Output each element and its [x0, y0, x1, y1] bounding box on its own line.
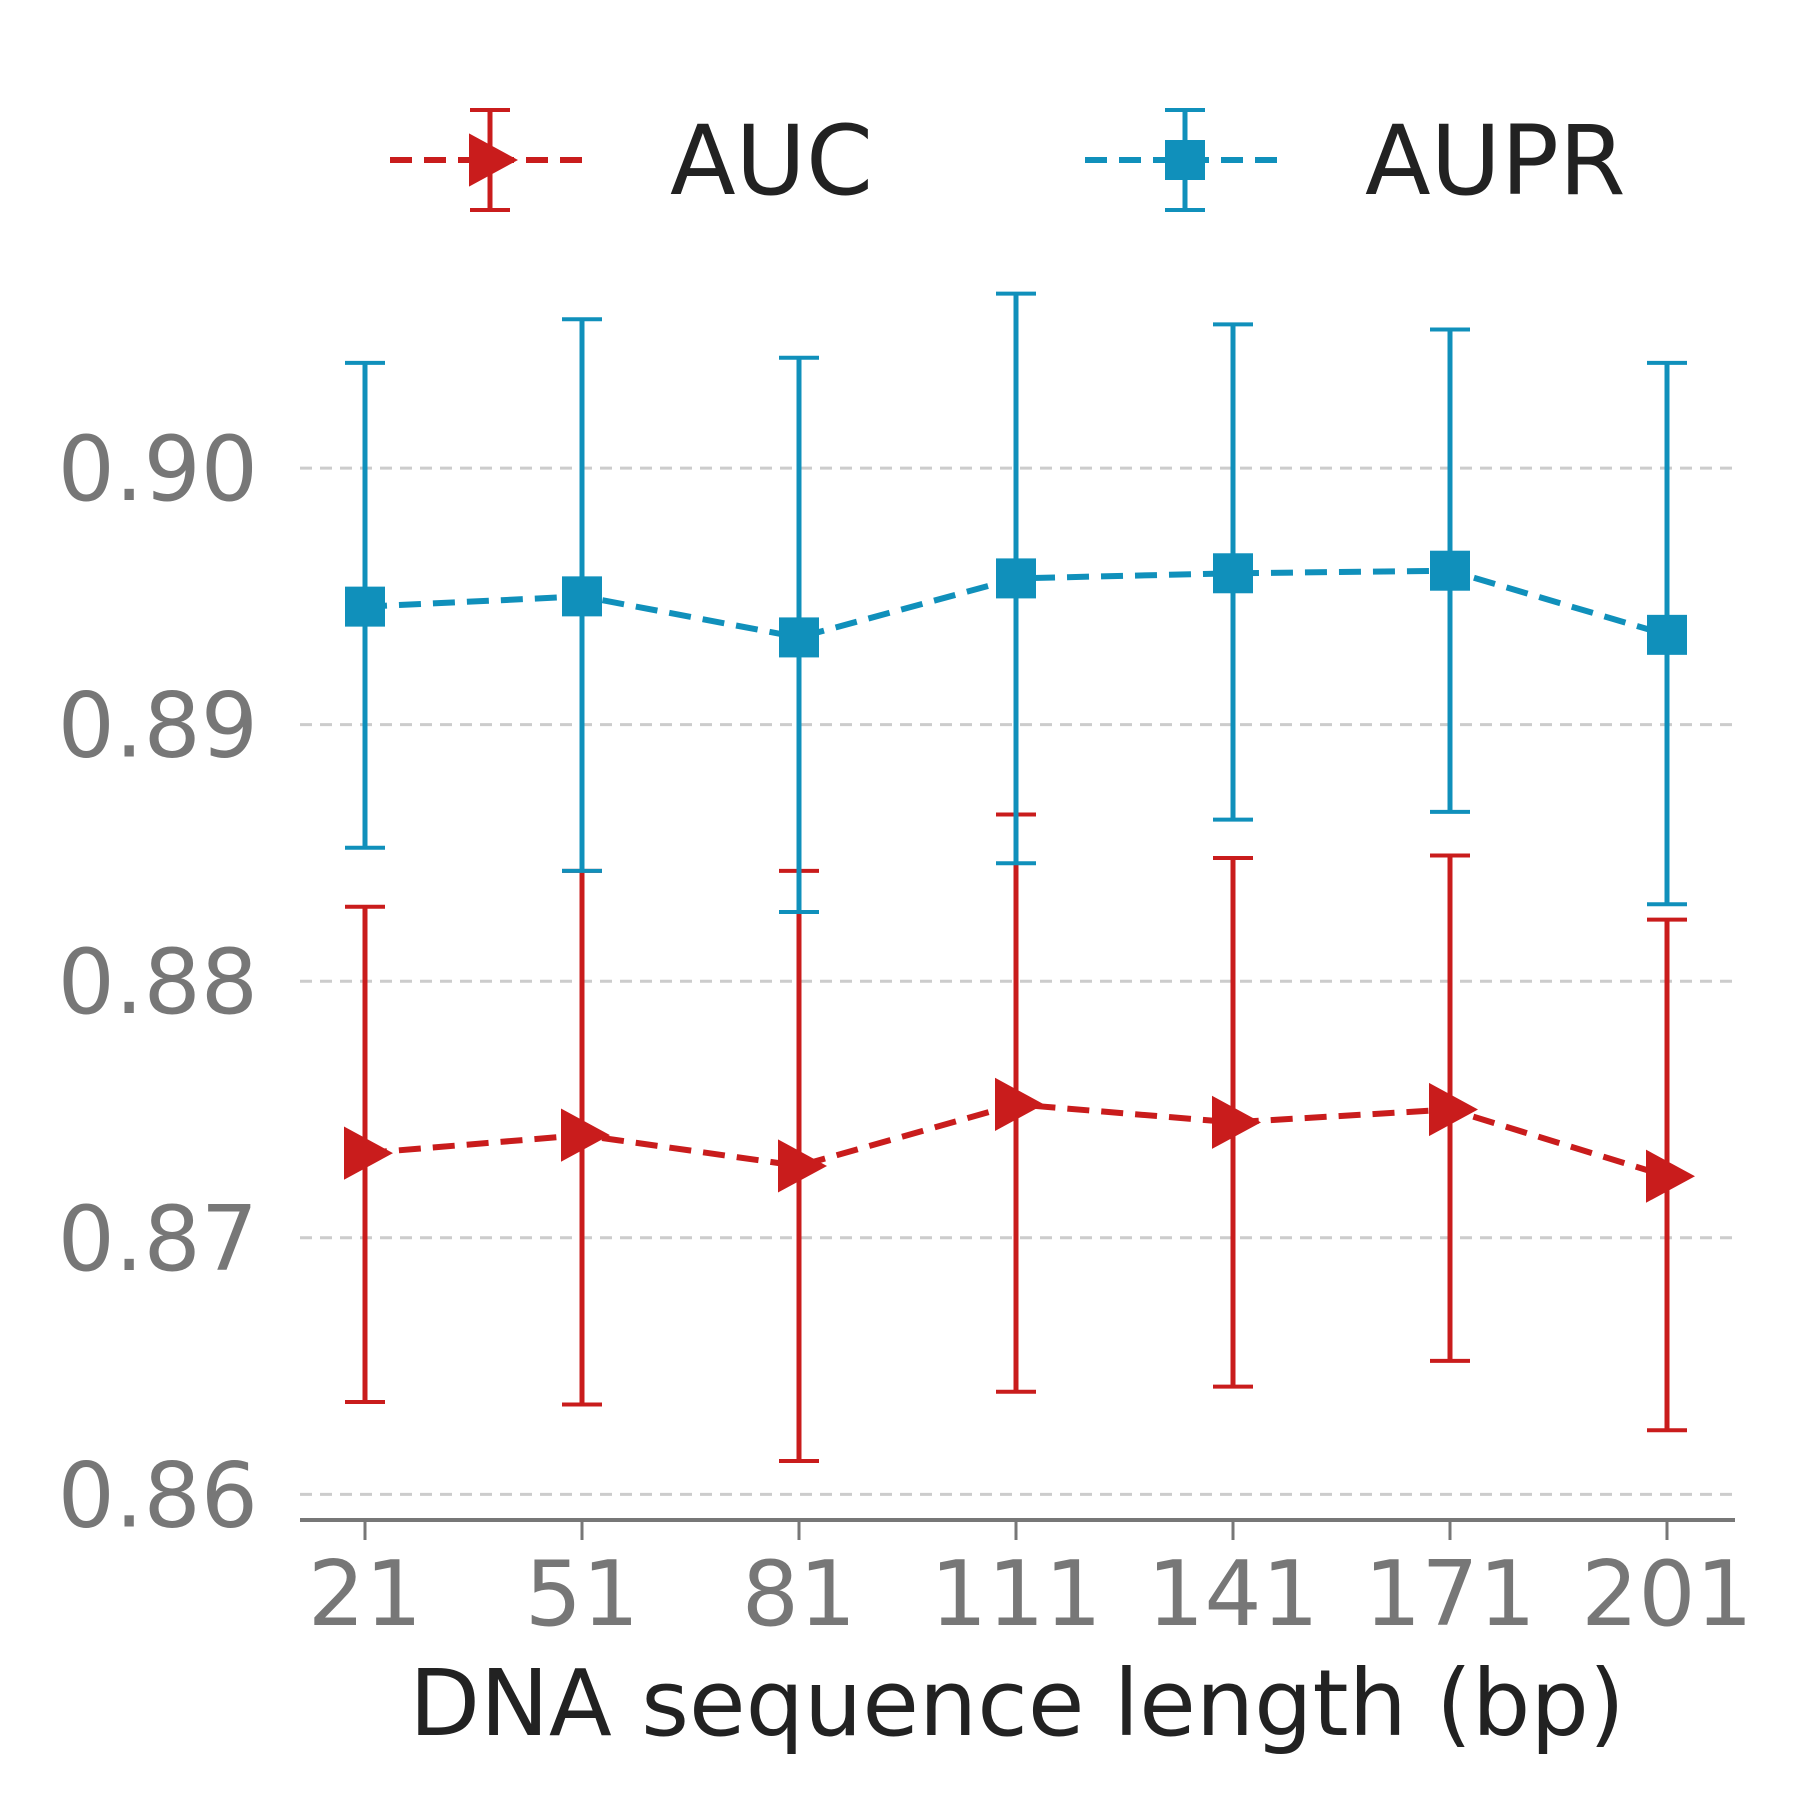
legend-marker [1165, 140, 1205, 180]
legend-entry-auc: AUC [390, 105, 873, 217]
legend-entry-aupr: AUPR [1085, 105, 1626, 217]
data-point [1646, 1149, 1695, 1203]
x-tick-label: 21 [308, 1542, 423, 1647]
data-point [996, 558, 1036, 599]
series-auc [344, 812, 1695, 1463]
y-tick-label: 0.88 [58, 930, 258, 1035]
data-point [344, 1126, 393, 1180]
series-aupr [345, 291, 1687, 914]
data-point [1647, 614, 1687, 655]
data-point [995, 1077, 1044, 1131]
y-axis-ticks: 0.86 0.87 0.88 0.89 0.90 [58, 417, 258, 1548]
data-point [345, 586, 385, 627]
legend: AUC AUPR [390, 105, 1626, 217]
x-axis-ticks: 21 51 81 111 141 171 201 [308, 1520, 1753, 1647]
data-point [1213, 553, 1253, 594]
y-tick-label: 0.89 [58, 674, 258, 779]
x-axis-label: DNA sequence length (bp) [409, 1650, 1625, 1757]
legend-label: AUC [670, 105, 873, 217]
x-tick-label: 141 [1147, 1542, 1319, 1647]
data-point [1212, 1095, 1261, 1149]
data-point [561, 1108, 610, 1162]
data-point [778, 1139, 827, 1193]
data-point [1429, 1082, 1478, 1137]
x-tick-label: 171 [1364, 1542, 1536, 1647]
data-point [562, 576, 602, 617]
y-tick-label: 0.87 [58, 1187, 258, 1292]
y-tick-label: 0.90 [58, 417, 258, 522]
x-tick-label: 111 [930, 1542, 1102, 1647]
series-layer [344, 291, 1695, 1463]
x-tick-label: 201 [1581, 1542, 1753, 1647]
data-point [1430, 550, 1470, 591]
legend-marker [469, 133, 518, 187]
data-point [779, 617, 819, 658]
legend-label: AUPR [1365, 105, 1626, 217]
x-tick-label: 81 [742, 1542, 857, 1647]
x-tick-label: 51 [525, 1542, 640, 1647]
y-tick-label: 0.86 [58, 1443, 258, 1548]
